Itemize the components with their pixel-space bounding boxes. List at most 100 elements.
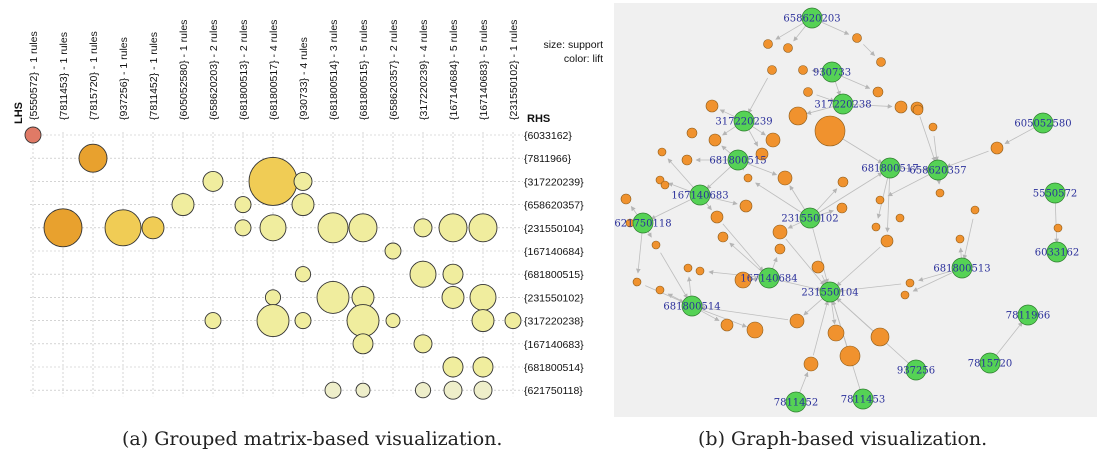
bubble <box>443 357 463 377</box>
rule-node <box>991 142 1003 154</box>
bubble <box>257 305 289 337</box>
bubble <box>265 290 280 305</box>
rhs-tick-label: {658620357} <box>524 200 584 212</box>
item-node-label: 167140684 <box>740 274 797 285</box>
rule-node <box>773 225 787 239</box>
bubble <box>414 335 432 353</box>
rule-node <box>775 244 785 254</box>
rule-node <box>721 319 733 331</box>
rule-node <box>687 128 697 138</box>
rule-node <box>789 107 807 125</box>
item-node-label: 7811453 <box>841 395 886 406</box>
bubble <box>325 382 341 398</box>
item-node-label: 167140683 <box>671 191 728 202</box>
rule-node <box>621 194 631 204</box>
lhs-tick-label: {681800514} - 3 rules <box>328 20 340 120</box>
rule-node <box>971 206 979 214</box>
bubble <box>410 261 436 287</box>
rule-node <box>877 58 886 67</box>
rhs-tick-label: {231550102} <box>524 292 584 304</box>
rule-node <box>747 322 763 338</box>
item-node-label: 6033162 <box>1035 248 1080 259</box>
rule-node <box>804 88 813 97</box>
rule-node <box>906 279 914 287</box>
bubble <box>142 217 164 239</box>
legend-entry: size: support <box>543 39 603 51</box>
rule-node <box>838 177 848 187</box>
bubble <box>25 127 41 143</box>
rule-node <box>706 100 718 112</box>
bubble <box>385 243 401 259</box>
rule-node <box>896 214 904 222</box>
bubble <box>472 310 494 332</box>
bubble <box>235 220 251 236</box>
rule-node <box>709 134 721 146</box>
bubble <box>505 313 521 329</box>
rhs-tick-label: {167140684} <box>524 246 584 258</box>
bubble <box>203 171 223 191</box>
rule-node <box>1054 224 1062 232</box>
rule-node <box>837 203 847 213</box>
lhs-tick-label: {167140683} - 5 rules <box>478 20 490 120</box>
rule-node <box>871 328 889 346</box>
item-node-label: 7811966 <box>1006 311 1051 322</box>
bubble <box>347 305 379 337</box>
rule-node <box>656 286 664 294</box>
rule-node <box>768 66 777 75</box>
bubble <box>44 209 82 247</box>
bubble <box>235 197 251 213</box>
lhs-tick-label: {231550102} - 1 rules <box>508 20 520 120</box>
rule-node <box>895 101 907 113</box>
rule-node <box>872 223 880 231</box>
lhs-tick-label: {317220239} - 4 rules <box>418 20 430 120</box>
bubble <box>356 383 370 397</box>
bubble <box>439 214 467 242</box>
rule-node <box>853 34 862 43</box>
rule-node <box>764 40 773 49</box>
lhs-tick-label: {7811452} - 1 rules <box>148 32 160 120</box>
bubble <box>414 219 432 237</box>
rule-node <box>840 346 860 366</box>
rule-node <box>658 148 666 156</box>
lhs-tick-label: {930733} - 4 rules <box>298 37 310 120</box>
rule-node <box>913 105 923 115</box>
bubble <box>473 357 493 377</box>
bubble <box>172 194 194 216</box>
bubble <box>442 286 464 308</box>
bubble <box>415 383 430 398</box>
item-node-label: 7815720 <box>968 359 1013 370</box>
lhs-tick-label: {658620357} - 2 rules <box>388 20 400 120</box>
item-node-label: 605052580 <box>1014 119 1071 130</box>
rule-node <box>956 235 964 243</box>
rhs-tick-label: {681800514} <box>524 362 584 374</box>
item-node-label: 930733 <box>813 68 851 79</box>
bubble <box>470 284 496 310</box>
lhs-tick-label: {167140684} - 5 rules <box>448 20 460 120</box>
lhs-tick-label: {7815720} - 1 rules <box>88 31 100 120</box>
y-axis-title: RHS <box>527 113 550 125</box>
bubble <box>386 314 400 328</box>
item-node-label: 681800514 <box>663 302 720 313</box>
caption-left: (a) Grouped matrix-based visualization. <box>122 428 502 450</box>
bubble <box>205 313 221 329</box>
rule-node <box>936 189 944 197</box>
item-node-label: 231550104 <box>801 288 858 299</box>
item-node-label: 7811452 <box>774 398 819 409</box>
rhs-tick-label: {317220238} <box>524 316 584 328</box>
bubble <box>294 172 312 190</box>
rule-node <box>696 267 704 275</box>
bubble <box>474 381 492 399</box>
bubble <box>295 313 311 329</box>
lhs-tick-label: {681800515} - 5 rules <box>358 20 370 120</box>
item-node-label: 681800513 <box>933 264 990 275</box>
item-node-label: 621750118 <box>614 219 671 230</box>
bubble <box>292 194 314 216</box>
rule-node <box>652 241 660 249</box>
bubble <box>260 215 286 241</box>
rule-node <box>929 123 937 131</box>
rule-node <box>873 87 883 97</box>
bubble <box>105 210 141 246</box>
bubble <box>318 213 348 243</box>
